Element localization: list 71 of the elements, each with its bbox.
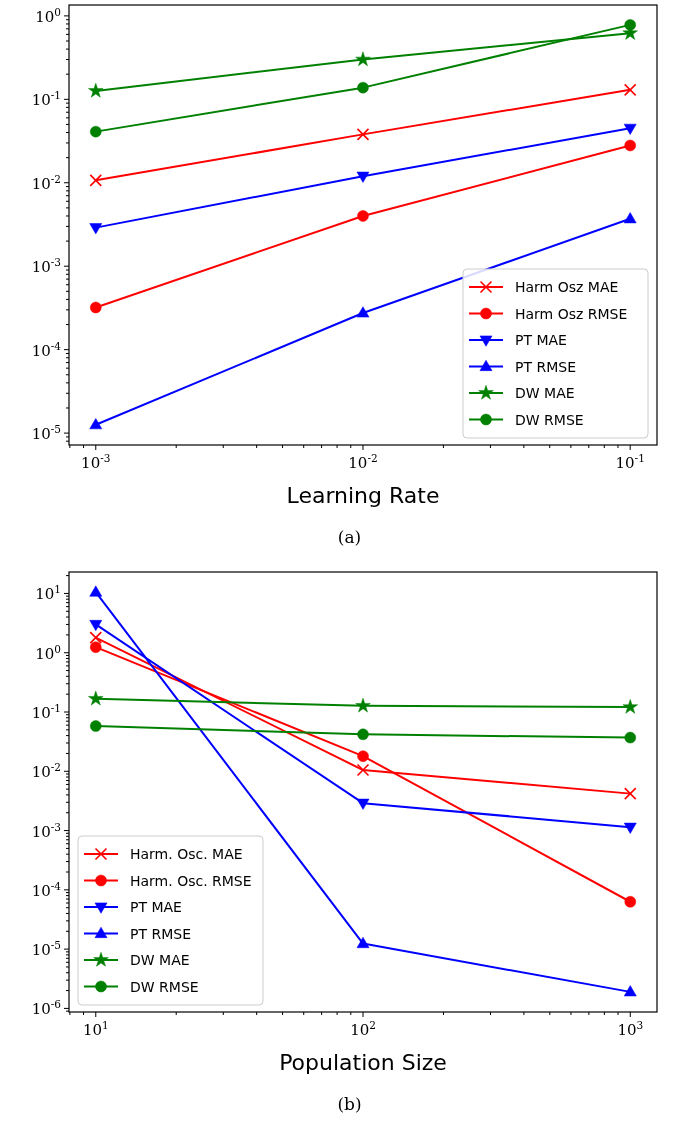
legend-label: PT RMSE bbox=[130, 925, 191, 942]
point bbox=[356, 798, 370, 810]
legend-label: DW RMSE bbox=[515, 411, 584, 428]
point bbox=[356, 763, 370, 777]
point bbox=[356, 306, 370, 318]
legend-label: DW RMSE bbox=[130, 978, 199, 995]
y-tick-label: 10$^{-4}$ bbox=[31, 879, 62, 900]
y-tick-label: 10$^{-4}$ bbox=[31, 339, 62, 360]
point bbox=[356, 171, 370, 183]
point bbox=[89, 418, 103, 430]
y-tick-label: 10$^{-3}$ bbox=[31, 256, 61, 277]
point bbox=[623, 787, 637, 800]
legend-label: DW MAE bbox=[130, 952, 190, 968]
point bbox=[356, 937, 370, 948]
legend-label: PT MAE bbox=[515, 332, 567, 348]
x-axis-title: Learning Rate bbox=[286, 483, 440, 508]
x-axis-title: Population Size bbox=[279, 1050, 447, 1075]
point bbox=[623, 822, 637, 834]
point bbox=[622, 699, 638, 714]
point bbox=[357, 750, 369, 762]
point bbox=[89, 585, 103, 597]
point bbox=[89, 620, 103, 632]
x-tick-label: 10$^{2}$ bbox=[350, 1019, 376, 1039]
x-tick-label: 10$^{1}$ bbox=[82, 1019, 109, 1039]
y-tick-label: 10$^{-2}$ bbox=[31, 761, 61, 782]
legend-label: Harm Osz MAE bbox=[515, 279, 619, 295]
x-tick-label: 10$^{-2}$ bbox=[348, 452, 378, 472]
text: (b) bbox=[337, 1094, 362, 1114]
y-tick-label: 10$^{-6}$ bbox=[31, 998, 62, 1019]
point bbox=[89, 174, 103, 187]
y-tick-label: 10$^{-1}$ bbox=[31, 89, 61, 110]
x-tick-label: 10$^{-1}$ bbox=[615, 452, 645, 472]
point bbox=[623, 123, 637, 135]
point bbox=[357, 210, 369, 222]
point bbox=[90, 301, 102, 314]
legend-label: PT RMSE bbox=[515, 358, 576, 375]
y-tick-label: 10$^{-1}$ bbox=[31, 702, 61, 723]
point bbox=[624, 731, 637, 744]
point bbox=[357, 728, 369, 741]
x-tick-label: 10$^{-3}$ bbox=[81, 452, 111, 472]
point bbox=[356, 128, 370, 141]
point bbox=[623, 985, 637, 997]
y-tick-label: 10$^{-3}$ bbox=[31, 820, 61, 841]
legend-label: Harm. Osc. RMSE bbox=[130, 872, 252, 889]
point bbox=[624, 896, 637, 908]
point bbox=[357, 81, 369, 94]
text: (a) bbox=[337, 527, 362, 547]
legend-label: DW MAE bbox=[515, 385, 575, 401]
point bbox=[624, 139, 636, 152]
legend-label: Harm. Osc. MAE bbox=[130, 846, 243, 862]
y-tick-label: 10$^{0}$ bbox=[35, 642, 61, 663]
point bbox=[90, 720, 102, 732]
point bbox=[88, 82, 104, 98]
legend-label: Harm Osz RMSE bbox=[515, 305, 628, 322]
point bbox=[355, 51, 371, 66]
y-tick-label: 10$^{0}$ bbox=[35, 5, 61, 26]
y-tick-label: 10$^{1}$ bbox=[35, 583, 61, 604]
y-tick-label: 10$^{-5}$ bbox=[31, 423, 61, 444]
point bbox=[623, 83, 637, 97]
x-tick-label: 10$^{3}$ bbox=[617, 1019, 644, 1039]
point bbox=[88, 690, 104, 706]
point bbox=[623, 212, 637, 224]
point bbox=[624, 19, 636, 31]
legend-label: PT MAE bbox=[130, 899, 182, 915]
point bbox=[90, 125, 102, 138]
y-tick-label: 10$^{-2}$ bbox=[31, 172, 61, 193]
point bbox=[89, 223, 103, 235]
y-tick-label: 10$^{-5}$ bbox=[31, 939, 61, 960]
point bbox=[355, 697, 371, 713]
point bbox=[90, 641, 102, 653]
point bbox=[89, 631, 103, 644]
